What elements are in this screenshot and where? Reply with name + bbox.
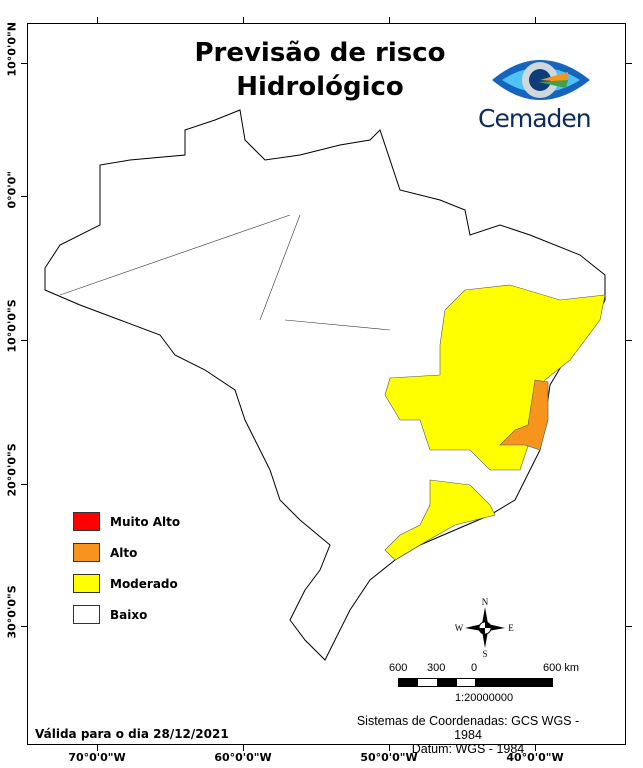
compass-w: W (455, 623, 464, 633)
compass-n: N (482, 597, 489, 607)
lon-label: 50°0'0"W (360, 751, 418, 764)
legend-label: Baixo (110, 607, 148, 622)
region-moderado (384, 284, 606, 471)
legend-swatch (73, 605, 100, 624)
title-line-2: Hidrológico (236, 72, 404, 102)
legend-swatch (73, 512, 100, 531)
legend-swatch (73, 574, 100, 593)
region-moderado-south (384, 479, 496, 561)
map-title: Previsão de risco Hidrológico (150, 36, 490, 104)
valid-prefix: Válida para o dia (35, 727, 149, 741)
compass-e: E (508, 623, 514, 633)
lon-label: 70°0'0"W (68, 751, 126, 764)
cemaden-logo-icon (492, 60, 590, 100)
legend-item: Muito Alto (73, 506, 180, 537)
lon-label: 40°0'0"W (506, 751, 564, 764)
scale-label: 300 (427, 662, 446, 674)
legend-item: Moderado (73, 568, 180, 599)
logo-text: Cemaden (478, 104, 592, 133)
legend-swatch (73, 543, 100, 562)
region-alto (499, 379, 549, 451)
legend-label: Alto (110, 545, 138, 560)
legend-item: Baixo (73, 599, 180, 630)
valid-date: Válida para o dia 28/12/2021 (35, 727, 229, 741)
coordinate-info: Sistemas de Coordenadas: GCS WGS - 1984 … (348, 714, 588, 756)
scale-label: 600 km (543, 662, 580, 674)
legend-label: Muito Alto (110, 514, 181, 529)
compass-s: S (482, 649, 487, 659)
scale-label: 600 (389, 662, 408, 674)
compass-rose-icon: N S E W (455, 597, 514, 659)
datum: Datum: WGS - 1984 (411, 742, 525, 756)
lon-label: 60°0'0"W (214, 751, 272, 764)
map-frame (27, 23, 626, 745)
coord-system: Sistemas de Coordenadas: GCS WGS - 1984 (356, 714, 580, 742)
valid-date-value: 28/12/2021 (153, 727, 229, 741)
title-line-1: Previsão de risco (194, 38, 446, 68)
scale-ratio: 1:20000000 (455, 692, 514, 704)
legend-item: Alto (73, 537, 180, 568)
legend: Muito Alto Alto Moderado Baixo (73, 506, 180, 630)
scale-label: 0 (471, 662, 478, 674)
scale-bar: 600 300 0 600 km 1:20000000 (385, 660, 585, 710)
legend-label: Moderado (110, 576, 178, 591)
